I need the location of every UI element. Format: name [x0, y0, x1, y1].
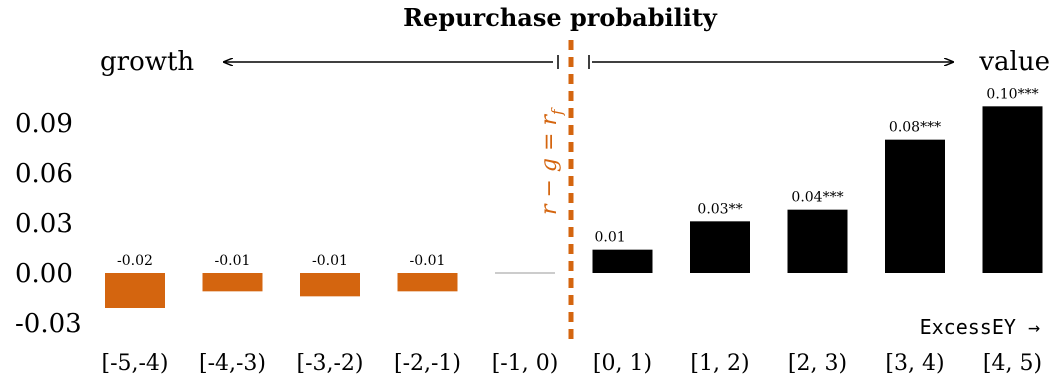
- x-tick-label: [2, 3): [788, 351, 847, 376]
- data-label: -0.01: [312, 253, 348, 269]
- bar: [690, 221, 750, 273]
- y-tick-label: 0.09: [15, 109, 73, 139]
- bar: [495, 272, 555, 274]
- x-tick-label: [-1, 0): [492, 351, 559, 376]
- value-label: value: [978, 47, 1050, 77]
- y-tick-labels: 0.09 0.06 0.03 0.00 -0.03: [15, 109, 82, 339]
- bar: [885, 139, 945, 273]
- data-label: -0.02: [117, 253, 153, 269]
- bar: [397, 273, 458, 292]
- data-labels-group: -0.02 -0.01 -0.01 -0.01 0.01 0.03** 0.04*** 0.0…: [117, 86, 1039, 269]
- data-label: 0.01: [595, 230, 626, 246]
- y-tick-label: 0.06: [15, 159, 73, 189]
- y-tick-label: 0.03: [15, 209, 73, 239]
- x-tick-label: [1, 2): [690, 351, 749, 376]
- x-tick-label: [3, 4): [885, 351, 944, 376]
- x-tick-label: [4, 5): [983, 351, 1042, 376]
- x-tick-label: [-3,-2): [296, 351, 363, 376]
- bar: [202, 273, 263, 292]
- y-tick-label: 0.00: [15, 259, 73, 289]
- x-tick-label: [-4,-3): [199, 351, 266, 376]
- divider-subscript: f: [548, 107, 566, 116]
- divider-label: r − g = rf: [537, 107, 566, 215]
- data-label: -0.01: [215, 253, 251, 269]
- data-label: 0.04***: [791, 190, 843, 206]
- data-label: -0.01: [410, 253, 446, 269]
- data-label: 0.08***: [889, 120, 941, 136]
- x-tick-labels: [-5,-4) [-4,-3) [-3,-2) [-2,-1) [-1, 0) [0, 1…: [101, 351, 1042, 376]
- data-label: 0.10***: [986, 86, 1038, 102]
- x-tick-label: [0, 1): [593, 351, 652, 376]
- bars-group: [105, 106, 1043, 309]
- data-label: 0.03**: [697, 201, 742, 217]
- bar: [592, 249, 653, 273]
- bar: [982, 106, 1043, 273]
- x-tick-label: [-5,-4): [101, 351, 168, 376]
- x-axis-note: ExcessEY →: [920, 315, 1040, 339]
- y-tick-label: -0.03: [15, 309, 82, 339]
- bar: [300, 273, 360, 297]
- x-tick-label: [-2,-1): [394, 351, 461, 376]
- bar: [787, 209, 848, 273]
- chart-title: Repurchase probability: [403, 3, 718, 32]
- growth-label: growth: [100, 47, 194, 77]
- bar: [105, 273, 165, 309]
